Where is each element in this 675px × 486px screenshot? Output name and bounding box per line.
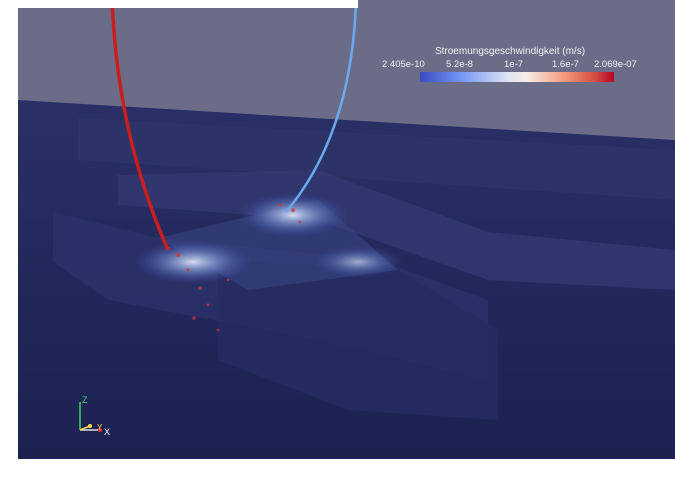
streamline-red xyxy=(110,0,170,251)
streamline-blue xyxy=(285,0,358,213)
legend-tick: 1e-7 xyxy=(504,59,524,70)
legend-ticks: 2.405e-10 5.2e-8 1e-7 1.6e-7 2.069e-07 xyxy=(382,59,642,71)
axis-label-y: Y xyxy=(97,423,103,432)
flow-hotspot-upper xyxy=(238,193,348,237)
axis-label-z: Z xyxy=(82,395,88,405)
legend-tick: 5.2e-8 xyxy=(446,59,473,70)
viewport-top-strip xyxy=(18,0,358,8)
legend-tick: 2.069e-07 xyxy=(594,59,637,70)
axis-label-x: X xyxy=(104,427,111,437)
legend-tick: 1.6e-7 xyxy=(552,59,579,70)
legend-tick: 2.405e-10 xyxy=(382,59,425,70)
back-slab xyxy=(78,118,675,200)
flow-hotspot-right xyxy=(313,246,403,278)
3d-scene[interactable] xyxy=(18,0,675,459)
legend-title: Stroemungsgeschwindigkeit (m/s) xyxy=(434,46,586,57)
fault-block-right xyxy=(218,260,498,420)
orientation-axes: Z Y X xyxy=(70,390,130,440)
color-scale-bar xyxy=(420,72,614,82)
flow-hotspot-lower xyxy=(133,240,253,284)
axes-triad-icon xyxy=(79,402,102,432)
render-viewport[interactable]: Stroemungsgeschwindigkeit (m/s) 2.405e-1… xyxy=(18,0,675,459)
